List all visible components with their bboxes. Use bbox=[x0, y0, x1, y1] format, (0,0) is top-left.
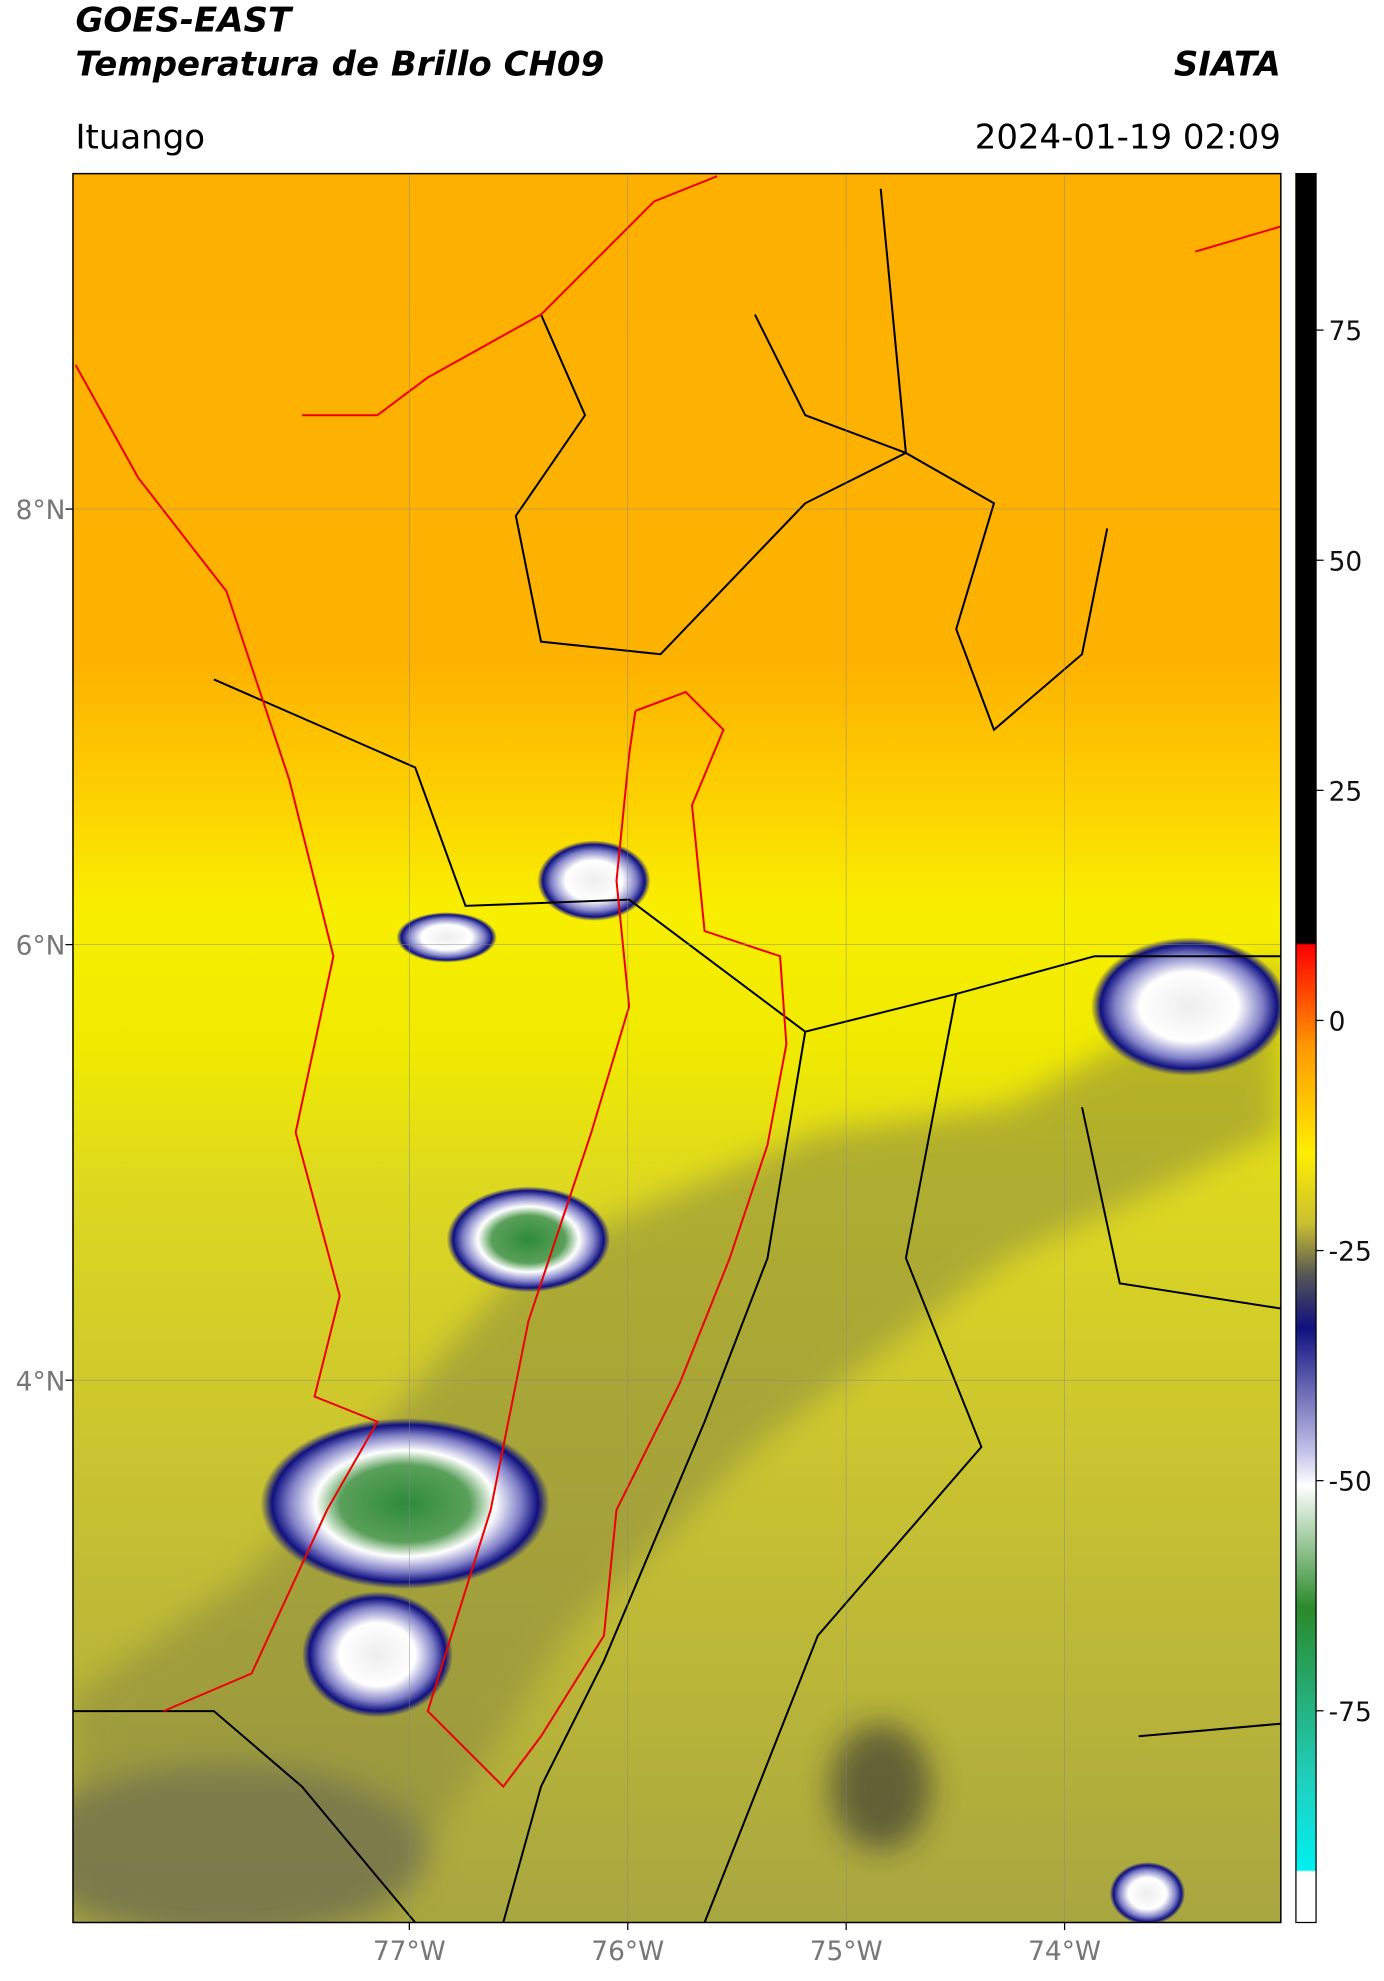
colorbar-label: 0 bbox=[1329, 1007, 1346, 1038]
x-tick-label: 76°W bbox=[591, 1936, 664, 1967]
x-tick-label: 74°W bbox=[1028, 1936, 1101, 1967]
annotations: 77°W 76°W 75°W 74°W 8°N 6°N 4°N 75 50 25 0 -25 -50 -7… bbox=[16, 316, 1372, 1967]
x-tick-label: 75°W bbox=[810, 1936, 883, 1967]
y-tick-label: 8°N bbox=[16, 495, 66, 526]
colorbar-label: -25 bbox=[1329, 1237, 1372, 1268]
title: GOES-EAST bbox=[75, 0, 293, 40]
coast-and-region bbox=[74, 175, 1281, 1789]
colorbar-label: 50 bbox=[1329, 546, 1363, 577]
y-tick-label: 6°N bbox=[16, 931, 66, 962]
datetime: 2024-01-19 02:09 bbox=[975, 117, 1281, 157]
colorbar-label: -75 bbox=[1329, 1697, 1372, 1728]
source: SIATA bbox=[1174, 44, 1281, 84]
y-tick-label: 4°N bbox=[16, 1366, 66, 1397]
map-frame bbox=[72, 172, 1282, 1924]
graticule bbox=[72, 173, 1281, 1923]
location: Ituango bbox=[75, 117, 205, 157]
x-tick-label: 77°W bbox=[373, 1936, 446, 1967]
colorbar-label: -50 bbox=[1329, 1467, 1372, 1498]
borders bbox=[72, 188, 1281, 1923]
map bbox=[72, 173, 1281, 1923]
colorbar-label: 25 bbox=[1329, 776, 1363, 807]
colorbar-label: 75 bbox=[1329, 316, 1363, 347]
subtitle: Temperatura de Brillo CH09 bbox=[75, 44, 604, 84]
colorbar bbox=[1295, 172, 1317, 1924]
